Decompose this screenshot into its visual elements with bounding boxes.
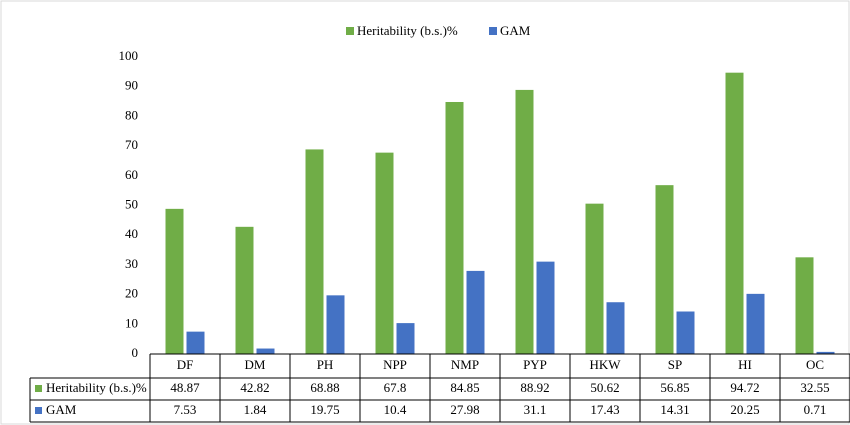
table-value: 17.43 (590, 402, 619, 417)
table-value: 14.31 (660, 402, 689, 417)
y-tick-label: 70 (125, 137, 138, 152)
table-value: 7.53 (174, 402, 197, 417)
table-value: 19.75 (310, 402, 339, 417)
x-tick-label: NMP (451, 357, 479, 372)
table-legend-swatch (35, 407, 42, 414)
table-value: 56.85 (660, 380, 689, 395)
table-value: 48.87 (170, 380, 200, 395)
table-value: 27.98 (450, 402, 479, 417)
bar (235, 226, 254, 354)
x-tick-label: PYP (523, 357, 547, 372)
bar (305, 149, 324, 354)
y-tick-label: 100 (119, 48, 139, 63)
bar (445, 101, 464, 354)
table-value: 32.55 (800, 380, 829, 395)
y-tick-label: 10 (125, 315, 138, 330)
table-row-label: GAM (46, 402, 77, 417)
bar (515, 89, 534, 355)
y-tick-label: 90 (125, 78, 138, 93)
y-tick-label: 0 (132, 345, 139, 360)
bar (816, 351, 835, 354)
legend-label: Heritability (b.s.)% (357, 23, 458, 38)
table-value: 42.82 (240, 380, 269, 395)
bar (396, 323, 415, 354)
table-value: 67.8 (384, 380, 407, 395)
table-row-label: Heritability (b.s.)% (46, 380, 147, 395)
x-tick-label: HI (738, 357, 752, 372)
table-value: 68.88 (310, 380, 339, 395)
bar (466, 270, 485, 354)
table-legend-swatch (35, 385, 42, 392)
legend-swatch (346, 27, 354, 35)
x-tick-label: SP (668, 357, 682, 372)
bar (795, 257, 814, 354)
x-tick-label: NPP (383, 357, 407, 372)
y-tick-label: 30 (125, 256, 138, 271)
legend-label: GAM (500, 23, 531, 38)
bar (375, 152, 394, 354)
y-tick-label: 60 (125, 167, 138, 182)
bar (165, 208, 184, 354)
bar (536, 261, 555, 354)
bar (256, 348, 275, 354)
table-value: 10.4 (384, 402, 407, 417)
table-value: 31.1 (524, 402, 547, 417)
x-tick-label: DM (245, 357, 266, 372)
table-value: 0.71 (804, 402, 827, 417)
y-tick-label: 40 (125, 226, 138, 241)
x-tick-label: PH (317, 357, 334, 372)
bar (585, 203, 604, 354)
table-value: 94.72 (730, 380, 759, 395)
bar (746, 293, 765, 354)
table-value: 84.85 (450, 380, 479, 395)
bar (725, 72, 744, 354)
bar (186, 331, 205, 354)
bar (655, 185, 674, 354)
bar (676, 311, 695, 354)
table-value: 20.25 (730, 402, 759, 417)
y-tick-label: 50 (125, 196, 138, 211)
bar (326, 295, 345, 354)
y-tick-label: 20 (125, 286, 138, 301)
bar (606, 302, 625, 354)
x-tick-label: OC (806, 357, 824, 372)
table-value: 1.84 (244, 402, 267, 417)
y-tick-label: 80 (125, 107, 138, 122)
table-value: 88.92 (520, 380, 549, 395)
x-tick-label: HKW (589, 357, 621, 372)
x-tick-label: DF (177, 357, 194, 372)
table-value: 50.62 (590, 380, 619, 395)
legend-swatch (489, 27, 497, 35)
